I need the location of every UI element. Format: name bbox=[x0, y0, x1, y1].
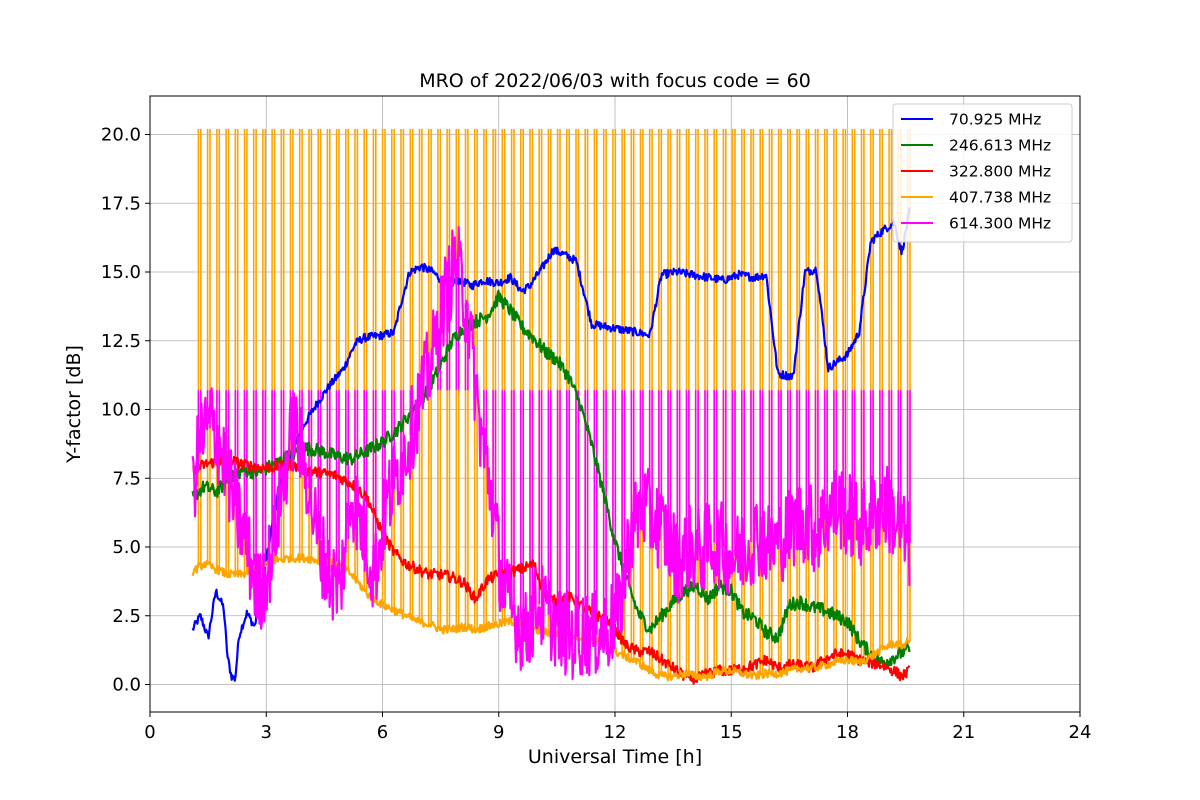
y-tick-label: 0.0 bbox=[112, 675, 141, 696]
y-tick-label: 17.5 bbox=[101, 193, 141, 214]
legend-label: 614.300 MHz bbox=[949, 215, 1051, 233]
series-line bbox=[191, 207, 911, 682]
x-tick-label: 6 bbox=[377, 722, 388, 743]
legend-label: 407.738 MHz bbox=[949, 189, 1051, 207]
x-tick-label: 15 bbox=[720, 722, 743, 743]
x-tick-label: 3 bbox=[261, 722, 272, 743]
legend: 70.925 MHz 246.613 MHz 322.800 MHz 407.738 … bbox=[892, 103, 1073, 243]
axis-ticks: 0 3 6 9 12 15 18 21 24 0.0 2.5 5.0 7.5 10.0 12.5 15.0 17… bbox=[101, 125, 1092, 744]
y-tick-label: 10.0 bbox=[101, 400, 141, 421]
y-tick-label: 2.5 bbox=[112, 606, 141, 627]
y-tick-label: 20.0 bbox=[101, 125, 141, 146]
y-tick-label: 5.0 bbox=[112, 537, 141, 558]
series-line bbox=[191, 289, 911, 668]
y-tick-label: 15.0 bbox=[101, 262, 141, 283]
x-tick-label: 9 bbox=[493, 722, 504, 743]
x-tick-label: 0 bbox=[144, 722, 155, 743]
legend-label: 322.800 MHz bbox=[949, 163, 1051, 181]
x-tick-label: 21 bbox=[952, 722, 975, 743]
legend-label: 246.613 MHz bbox=[949, 137, 1051, 155]
x-axis-label: Universal Time [h] bbox=[528, 746, 702, 768]
chart-title: MRO of 2022/06/03 with focus code = 60 bbox=[419, 70, 811, 92]
x-tick-label: 24 bbox=[1069, 722, 1092, 743]
series-line bbox=[191, 226, 911, 681]
series-layer bbox=[191, 207, 911, 685]
legend-box bbox=[892, 103, 1073, 243]
y-tick-label: 12.5 bbox=[101, 331, 141, 352]
x-tick-label: 18 bbox=[836, 722, 859, 743]
x-tick-label: 12 bbox=[604, 722, 627, 743]
legend-label: 70.925 MHz bbox=[949, 111, 1041, 129]
y-tick-label: 7.5 bbox=[112, 468, 141, 489]
y-axis-label: Y-factor [dB] bbox=[63, 345, 85, 464]
